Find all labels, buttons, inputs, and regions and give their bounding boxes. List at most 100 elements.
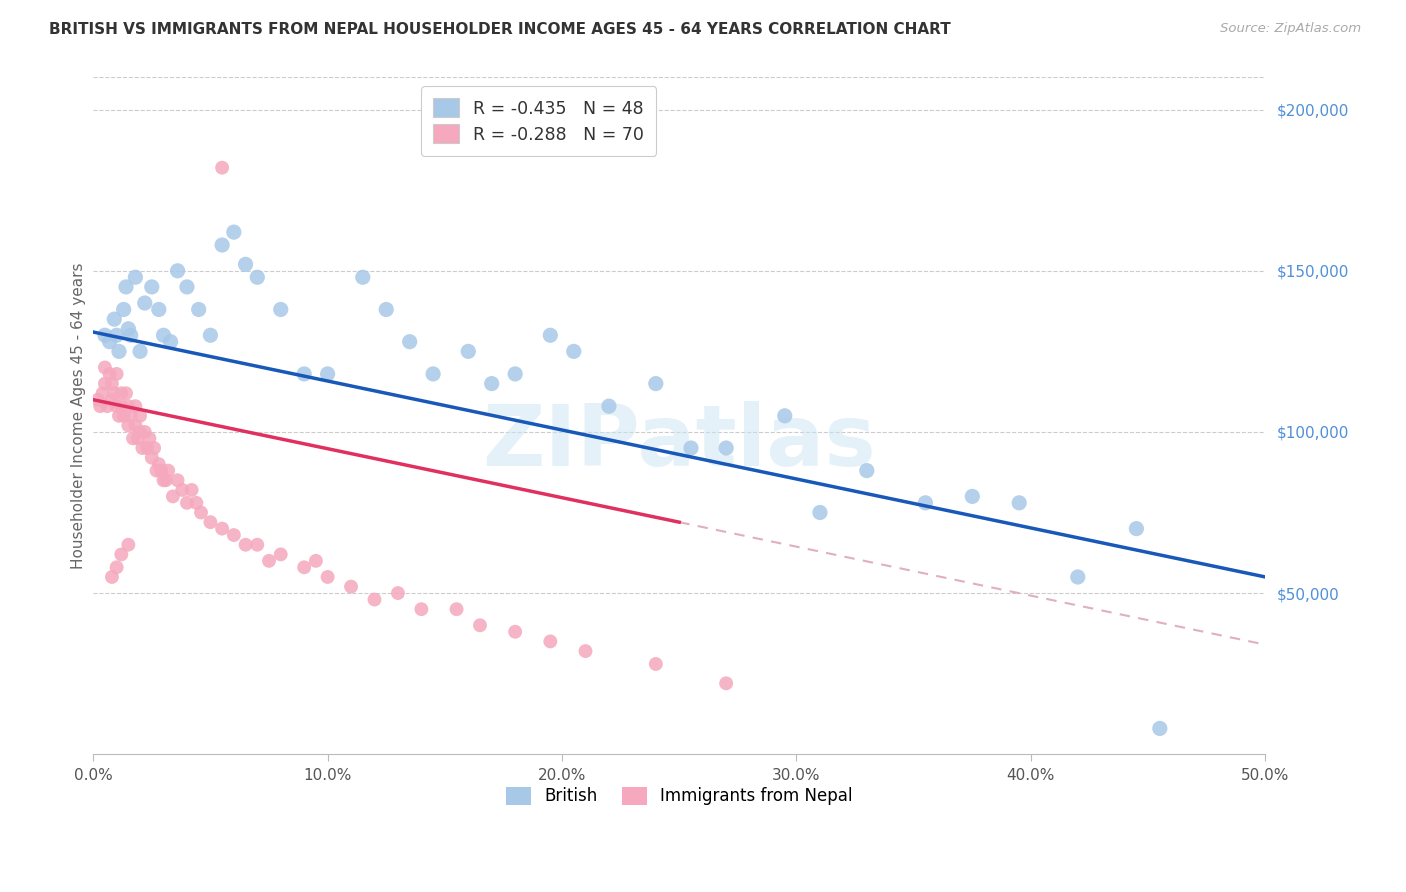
- Point: [129, 425, 152, 439]
- Point: [105, 367, 128, 381]
- Point: [257, 554, 280, 568]
- Point: [411, 602, 433, 616]
- Point: [1125, 522, 1147, 536]
- Point: [148, 457, 170, 471]
- Point: [176, 496, 198, 510]
- Point: [446, 602, 468, 616]
- Point: [103, 312, 125, 326]
- Point: [468, 618, 491, 632]
- Point: [246, 270, 269, 285]
- Point: [644, 657, 666, 671]
- Point: [148, 302, 170, 317]
- Point: [773, 409, 796, 423]
- Point: [1067, 570, 1090, 584]
- Point: [363, 592, 385, 607]
- Point: [115, 280, 138, 294]
- Point: [112, 302, 135, 317]
- Point: [138, 431, 160, 445]
- Point: [117, 322, 139, 336]
- Point: [155, 473, 177, 487]
- Point: [481, 376, 503, 391]
- Point: [856, 464, 879, 478]
- Point: [352, 270, 374, 285]
- Point: [105, 560, 128, 574]
- Point: [131, 441, 153, 455]
- Point: [91, 386, 114, 401]
- Point: [270, 302, 292, 317]
- Point: [187, 302, 209, 317]
- Point: [166, 264, 188, 278]
- Point: [914, 496, 936, 510]
- Point: [375, 302, 398, 317]
- Point: [120, 409, 142, 423]
- Point: [157, 464, 180, 478]
- Point: [94, 376, 117, 391]
- Point: [1149, 722, 1171, 736]
- Point: [962, 489, 984, 503]
- Legend: British, Immigrants from Nepal: British, Immigrants from Nepal: [498, 778, 862, 814]
- Point: [503, 367, 526, 381]
- Point: [108, 409, 131, 423]
- Point: [200, 328, 222, 343]
- Point: [124, 270, 146, 285]
- Point: [538, 328, 561, 343]
- Point: [235, 257, 257, 271]
- Point: [538, 634, 561, 648]
- Point: [503, 624, 526, 639]
- Point: [150, 464, 173, 478]
- Point: [96, 399, 118, 413]
- Point: [115, 386, 138, 401]
- Point: [180, 483, 202, 497]
- Point: [574, 644, 596, 658]
- Point: [143, 441, 166, 455]
- Point: [172, 483, 194, 497]
- Point: [117, 418, 139, 433]
- Point: [98, 367, 121, 381]
- Point: [292, 367, 315, 381]
- Point: [598, 399, 620, 413]
- Point: [89, 399, 111, 413]
- Point: [145, 464, 167, 478]
- Point: [152, 473, 174, 487]
- Point: [105, 399, 128, 413]
- Point: [94, 328, 117, 343]
- Point: [1008, 496, 1031, 510]
- Point: [87, 392, 110, 407]
- Point: [457, 344, 479, 359]
- Point: [808, 506, 831, 520]
- Point: [166, 473, 188, 487]
- Point: [141, 280, 163, 294]
- Point: [136, 441, 159, 455]
- Point: [152, 328, 174, 343]
- Point: [129, 344, 152, 359]
- Point: [211, 161, 233, 175]
- Point: [101, 392, 124, 407]
- Point: [112, 409, 135, 423]
- Point: [222, 528, 245, 542]
- Point: [117, 399, 139, 413]
- Point: [316, 570, 339, 584]
- Point: [340, 580, 363, 594]
- Point: [129, 409, 152, 423]
- Point: [117, 538, 139, 552]
- Point: [235, 538, 257, 552]
- Point: [124, 399, 146, 413]
- Point: [714, 676, 737, 690]
- Point: [134, 425, 156, 439]
- Point: [316, 367, 339, 381]
- Point: [211, 238, 233, 252]
- Point: [200, 515, 222, 529]
- Text: Source: ZipAtlas.com: Source: ZipAtlas.com: [1220, 22, 1361, 36]
- Point: [387, 586, 409, 600]
- Text: ZIPatlas: ZIPatlas: [482, 401, 876, 484]
- Point: [422, 367, 444, 381]
- Point: [105, 328, 128, 343]
- Point: [122, 431, 145, 445]
- Point: [134, 296, 156, 310]
- Point: [101, 570, 124, 584]
- Point: [292, 560, 315, 574]
- Point: [398, 334, 420, 349]
- Point: [124, 418, 146, 433]
- Point: [186, 496, 208, 510]
- Point: [110, 399, 132, 413]
